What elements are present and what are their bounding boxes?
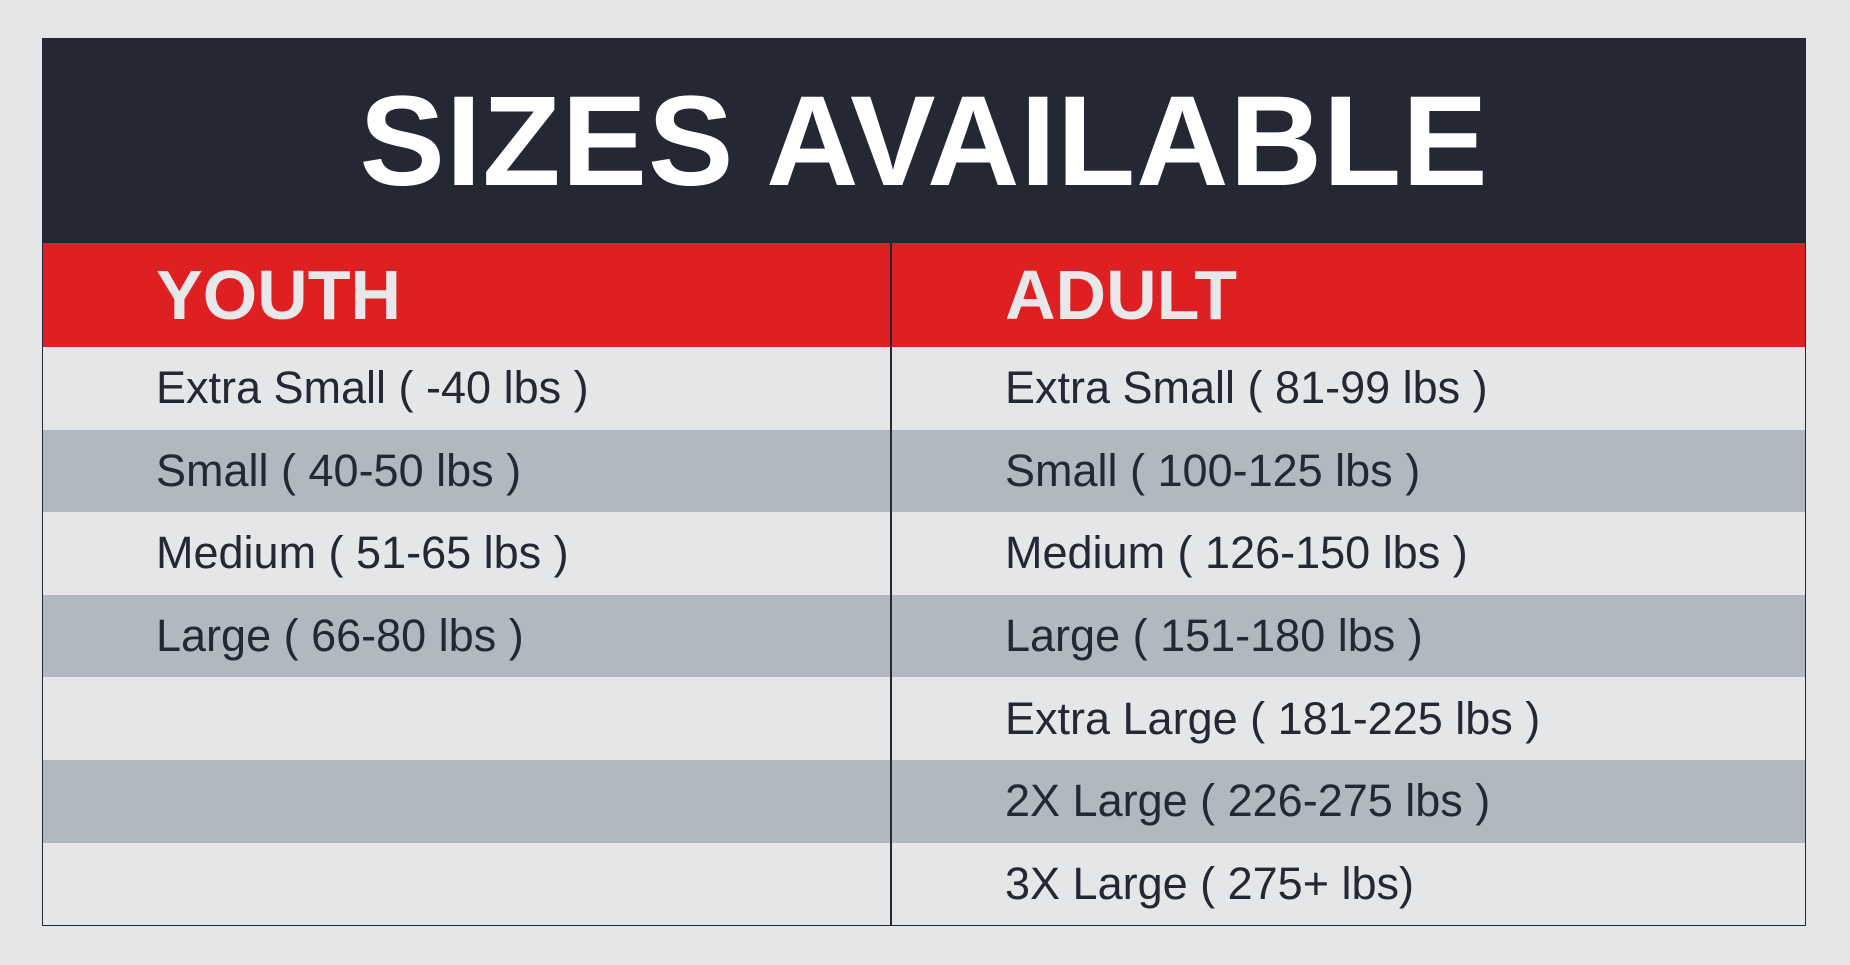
- adult-cell: 3X Large ( 275+ lbs): [1005, 857, 1414, 909]
- youth-cell: Medium ( 51-65 lbs ): [156, 527, 569, 579]
- page-title: SIZES AVAILABLE: [43, 39, 1805, 243]
- size-table: YOUTH ADULT Extra Small ( -40 lbs ) Extr…: [43, 243, 1805, 926]
- youth-cell: [43, 677, 891, 760]
- youth-cell: Extra Small ( -40 lbs ): [156, 362, 589, 414]
- youth-cell: [43, 843, 891, 926]
- youth-cell: Large ( 66-80 lbs ): [156, 610, 524, 662]
- table-row: 2X Large ( 226-275 lbs ): [43, 759, 1805, 843]
- youth-cell: [43, 760, 891, 843]
- table-row: Medium ( 51-65 lbs ) Medium ( 126-150 lb…: [43, 512, 1805, 595]
- table-header-row: YOUTH ADULT: [43, 243, 1805, 347]
- table-row: Extra Large ( 181-225 lbs ): [43, 677, 1805, 760]
- table-row: 3X Large ( 275+ lbs): [43, 843, 1805, 926]
- column-divider: [890, 243, 892, 926]
- table-row: Large ( 66-80 lbs ) Large ( 151-180 lbs …: [43, 594, 1805, 678]
- header-adult: ADULT: [1005, 256, 1237, 334]
- adult-cell: 2X Large ( 226-275 lbs ): [1005, 775, 1491, 827]
- youth-cell: Small ( 40-50 lbs ): [156, 444, 522, 496]
- adult-cell: Small ( 100-125 lbs ): [1005, 444, 1421, 496]
- table-row: Extra Small ( -40 lbs ) Extra Small ( 81…: [43, 347, 1805, 430]
- adult-cell: Medium ( 126-150 lbs ): [1005, 527, 1468, 579]
- header-youth: YOUTH: [156, 256, 401, 334]
- size-chart: SIZES AVAILABLE YOUTH ADULT Extra Small …: [42, 38, 1806, 926]
- adult-cell: Extra Small ( 81-99 lbs ): [1005, 362, 1488, 414]
- adult-cell: Large ( 151-180 lbs ): [1005, 610, 1423, 662]
- table-row: Small ( 40-50 lbs ) Small ( 100-125 lbs …: [43, 429, 1805, 513]
- adult-cell: Extra Large ( 181-225 lbs ): [1005, 692, 1541, 744]
